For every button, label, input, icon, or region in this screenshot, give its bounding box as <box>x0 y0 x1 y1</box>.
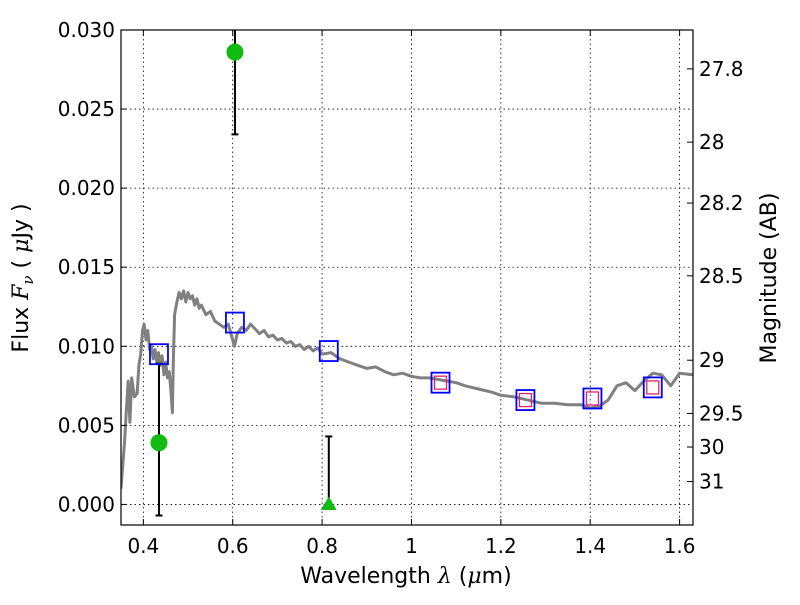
x-tick-label: 1.4 <box>574 534 606 558</box>
observed-nir-marker <box>433 375 448 390</box>
x-tick-label: 0.8 <box>306 534 338 558</box>
y2-tick-label: 29 <box>699 348 724 372</box>
observed-upper-limit-marker <box>320 496 337 510</box>
y-tick-label: 0.020 <box>58 176 115 200</box>
x-axis-label-unit-rest: m) <box>482 564 512 589</box>
x-axis-label: Wavelength λ (μm) <box>300 564 511 589</box>
observed-nir-marker <box>518 392 533 408</box>
y2-tick-label: 27.8 <box>699 57 744 81</box>
model-photometry-marker <box>430 371 451 394</box>
observed-nir-marker <box>585 391 600 406</box>
y-axis-label-prefix: Flux <box>9 307 34 353</box>
model-photometry-marker <box>225 311 245 334</box>
x-tick-label: 1 <box>405 534 418 558</box>
y-axis-label-unit-rest: Jy ) <box>9 203 34 240</box>
y2-tick-label: 30 <box>699 435 724 459</box>
plot-frame <box>120 29 694 526</box>
x-tick-label: 1.6 <box>664 534 696 558</box>
y-axis-label-nu: ν <box>19 275 37 284</box>
x-axis-label-prefix: Wavelength <box>300 564 431 589</box>
model-photometry-marker <box>515 389 536 411</box>
right-axis-label: Magnitude (AB) <box>757 193 782 364</box>
model-photometry-marker <box>318 340 339 362</box>
y2-tick-label: 28.2 <box>699 191 744 215</box>
y-axis-label: Flux Fν ( μJy ) <box>9 203 37 352</box>
observed-optical-marker <box>226 43 244 61</box>
x-axis-label-mu: μ <box>467 564 481 589</box>
x-axis-label-lambda: λ <box>437 564 452 589</box>
observed-nir-marker <box>646 380 660 395</box>
y-tick-label: 0.005 <box>58 413 115 437</box>
model-photometry-marker <box>642 376 663 399</box>
y-axis-label-F: F <box>9 284 34 301</box>
axes: 0.4 0.6 0.8 1 1.2 1.4 1.6 0.000 0.005 0.010 0.015 0… <box>58 18 744 558</box>
x-tick-label: 0.6 <box>217 534 249 558</box>
y-tick-label: 0.010 <box>58 334 115 358</box>
y-tick-label: 0.025 <box>58 97 115 121</box>
y2-tick-label: 28 <box>699 130 724 154</box>
x-tick-label: 1.2 <box>485 534 517 558</box>
y-axis-label-unit-open: ( <box>9 260 34 269</box>
plot-series <box>121 30 693 517</box>
y-axis-label-mu: μ <box>9 239 34 253</box>
y-tick-label: 0.015 <box>58 255 115 279</box>
x-tick-label: 0.4 <box>127 534 159 558</box>
model-photometry-marker <box>582 387 603 410</box>
y-tick-label: 0.030 <box>58 18 115 42</box>
y2-tick-label: 31 <box>699 470 724 494</box>
y2-tick-label: 29.5 <box>699 401 744 425</box>
y-tick-label: 0.000 <box>58 492 115 516</box>
model-sed-line <box>121 289 693 489</box>
observed-optical-marker <box>150 434 168 452</box>
grid-lines <box>121 29 693 525</box>
x-axis-label-unit-open: ( <box>459 564 468 589</box>
y2-tick-label: 28.5 <box>699 264 744 288</box>
model-photometry-marker <box>149 343 169 366</box>
